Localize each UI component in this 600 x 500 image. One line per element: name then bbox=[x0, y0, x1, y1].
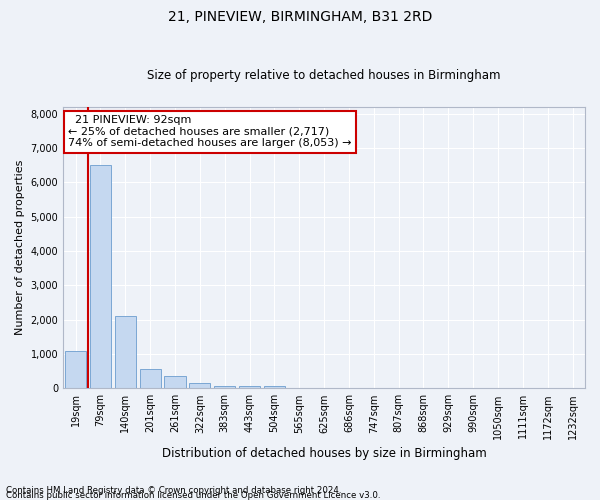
Bar bbox=[90, 165, 111, 388]
Text: 21, PINEVIEW, BIRMINGHAM, B31 2RD: 21, PINEVIEW, BIRMINGHAM, B31 2RD bbox=[168, 10, 432, 24]
Text: 21 PINEVIEW: 92sqm  
← 25% of detached houses are smaller (2,717)
74% of semi-de: 21 PINEVIEW: 92sqm ← 25% of detached hou… bbox=[68, 115, 352, 148]
Bar bbox=[115, 316, 136, 388]
Text: Contains public sector information licensed under the Open Government Licence v3: Contains public sector information licen… bbox=[6, 490, 380, 500]
Bar bbox=[189, 383, 211, 388]
Y-axis label: Number of detached properties: Number of detached properties bbox=[15, 160, 25, 335]
Bar bbox=[140, 370, 161, 388]
Bar bbox=[239, 386, 260, 388]
Title: Size of property relative to detached houses in Birmingham: Size of property relative to detached ho… bbox=[148, 69, 501, 82]
X-axis label: Distribution of detached houses by size in Birmingham: Distribution of detached houses by size … bbox=[162, 447, 487, 460]
Bar bbox=[164, 376, 185, 388]
Text: Contains HM Land Registry data © Crown copyright and database right 2024.: Contains HM Land Registry data © Crown c… bbox=[6, 486, 341, 495]
Bar bbox=[214, 386, 235, 388]
Bar bbox=[65, 350, 86, 389]
Bar bbox=[264, 386, 285, 388]
